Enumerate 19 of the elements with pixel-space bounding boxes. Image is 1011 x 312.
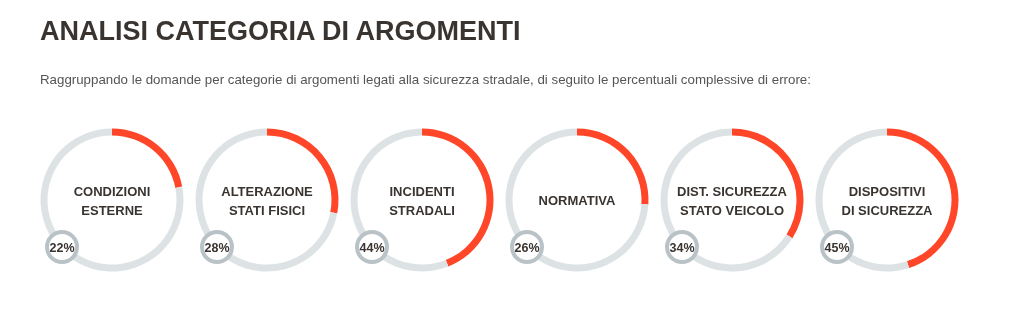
text: INCIDENTI STRADALI bbox=[389, 184, 455, 218]
donut-slice bbox=[40, 128, 184, 272]
text: CONDIZIONI ESTERNE bbox=[73, 184, 151, 218]
text: DISPOSITIVI DI SICUREZZA bbox=[841, 184, 934, 218]
text: NORMATIVA bbox=[538, 193, 616, 208]
text: 34% bbox=[669, 241, 695, 255]
text: DIST. SICUREZZA STATO VEICOLO bbox=[677, 184, 788, 218]
text: ALTERAZIONE STATI FISICI bbox=[221, 184, 314, 218]
text: 28% bbox=[204, 241, 230, 255]
text: ANALISI CATEGORIA DI ARGOMENTI bbox=[40, 16, 521, 46]
text: 22% bbox=[49, 241, 75, 255]
donut-slice bbox=[505, 128, 649, 272]
text: 26% bbox=[514, 241, 540, 255]
donut-slice bbox=[112, 128, 183, 188]
text: 44% bbox=[359, 241, 385, 255]
text: 45% bbox=[824, 241, 850, 255]
donut-slice bbox=[195, 128, 338, 272]
text: Raggruppando le domande per categorie di argomenti legati alla sicurezza stradale, di seguito le percentuali complessive di errore: bbox=[40, 72, 811, 87]
donut-slice bbox=[660, 128, 793, 272]
